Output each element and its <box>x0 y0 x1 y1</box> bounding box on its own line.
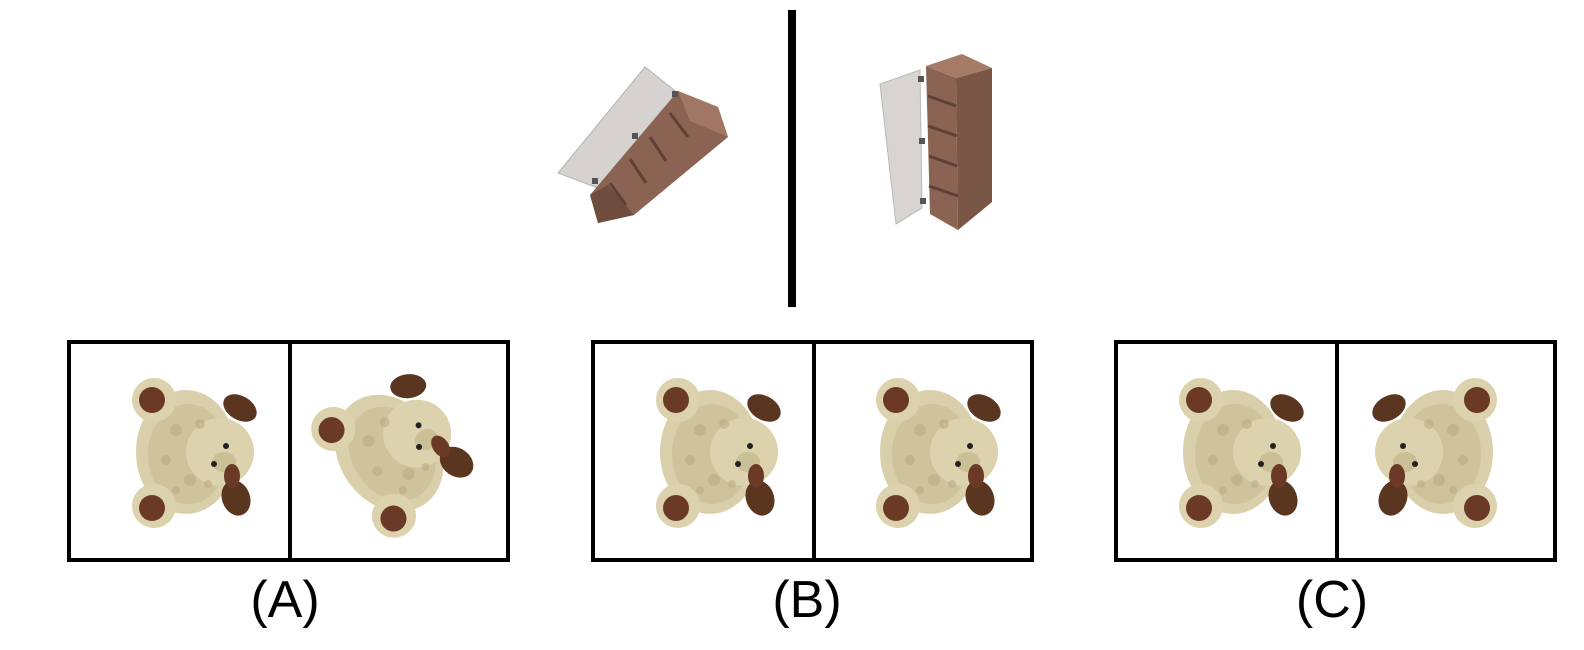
option-c-right-view <box>1339 344 1553 558</box>
reference-divider <box>788 10 796 307</box>
option-b-right-view <box>816 344 1030 558</box>
reference-cabinet-upright <box>876 52 1000 234</box>
option-c-label[interactable]: (C) <box>1295 571 1369 629</box>
option-a-divider <box>288 344 292 558</box>
reference-cabinet-rotated <box>548 55 738 235</box>
option-b-panel[interactable] <box>591 340 1034 562</box>
option-c-divider <box>1335 344 1339 558</box>
option-a-panel[interactable] <box>67 340 510 562</box>
option-b-left-view <box>595 344 812 558</box>
option-a-label[interactable]: (A) <box>250 571 320 629</box>
option-a-left-view <box>71 344 288 558</box>
option-b-divider <box>812 344 816 558</box>
option-b-label[interactable]: (B) <box>772 571 842 629</box>
option-a-right-view <box>292 344 506 558</box>
option-c-left-view <box>1118 344 1335 558</box>
option-c-panel[interactable] <box>1114 340 1557 562</box>
